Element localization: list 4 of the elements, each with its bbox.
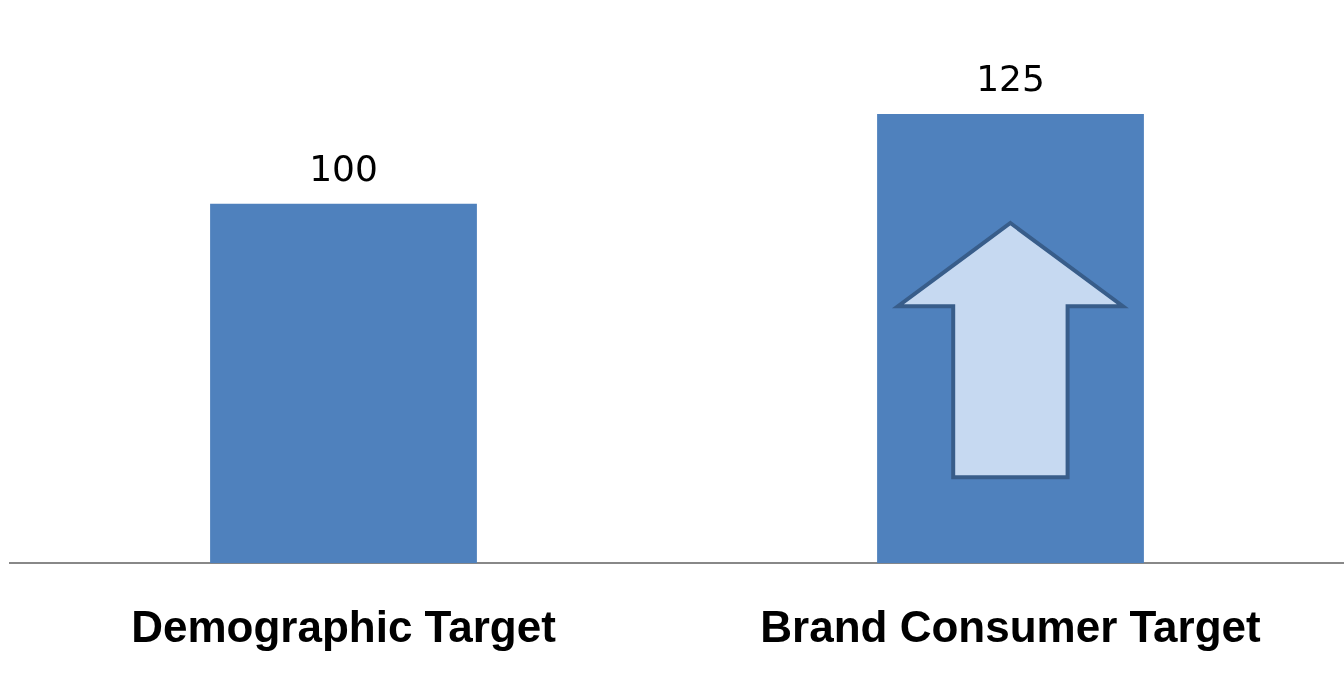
x-tick-label: Brand Consumer Target bbox=[760, 601, 1262, 651]
x-tick-label: Demographic Target bbox=[131, 601, 557, 651]
data-label: 100 bbox=[309, 148, 378, 190]
data-label: 125 bbox=[976, 58, 1045, 100]
